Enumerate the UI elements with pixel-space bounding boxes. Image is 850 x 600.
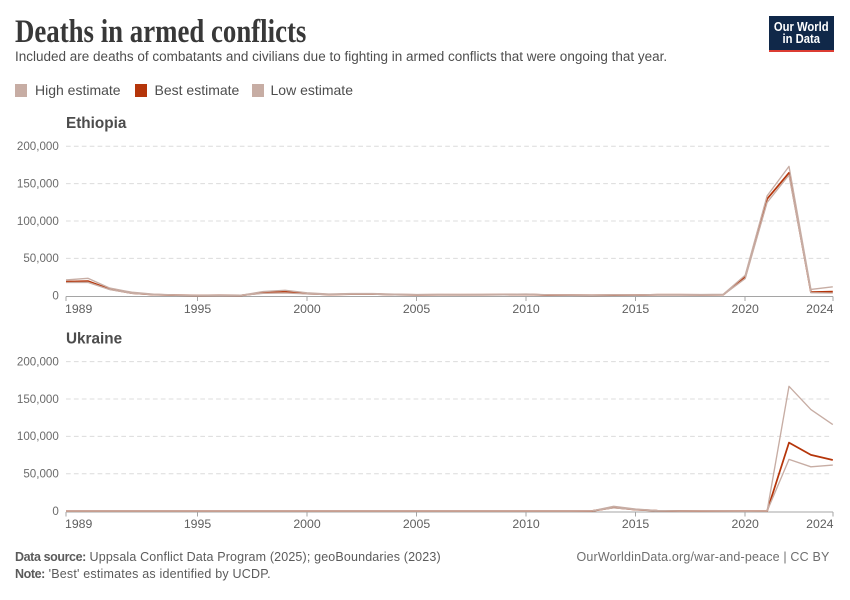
svg-text:2020: 2020 xyxy=(732,517,760,531)
svg-text:2005: 2005 xyxy=(403,517,431,531)
svg-text:0: 0 xyxy=(52,505,58,518)
svg-text:Ukraine: Ukraine xyxy=(66,330,122,347)
svg-text:1995: 1995 xyxy=(184,302,212,316)
svg-text:100,000: 100,000 xyxy=(17,430,59,443)
svg-text:2000: 2000 xyxy=(293,302,321,316)
svg-text:2010: 2010 xyxy=(512,302,540,316)
svg-text:50,000: 50,000 xyxy=(23,252,58,265)
svg-text:2020: 2020 xyxy=(732,302,760,316)
svg-text:1995: 1995 xyxy=(184,517,212,531)
svg-text:150,000: 150,000 xyxy=(17,393,59,406)
svg-text:100,000: 100,000 xyxy=(17,215,59,228)
svg-text:150,000: 150,000 xyxy=(17,177,59,190)
svg-text:2015: 2015 xyxy=(622,517,650,531)
svg-text:2010: 2010 xyxy=(512,517,540,531)
svg-text:2005: 2005 xyxy=(403,302,431,316)
svg-text:2015: 2015 xyxy=(622,302,650,316)
svg-text:1989: 1989 xyxy=(65,302,93,316)
svg-text:50,000: 50,000 xyxy=(23,468,58,481)
svg-text:Ethiopia: Ethiopia xyxy=(66,115,127,132)
svg-text:200,000: 200,000 xyxy=(17,140,59,153)
svg-text:200,000: 200,000 xyxy=(17,355,59,368)
svg-text:2000: 2000 xyxy=(293,517,321,531)
svg-text:2024: 2024 xyxy=(806,517,834,531)
svg-text:1989: 1989 xyxy=(65,517,93,531)
svg-text:0: 0 xyxy=(52,290,58,303)
svg-text:2024: 2024 xyxy=(806,302,834,316)
